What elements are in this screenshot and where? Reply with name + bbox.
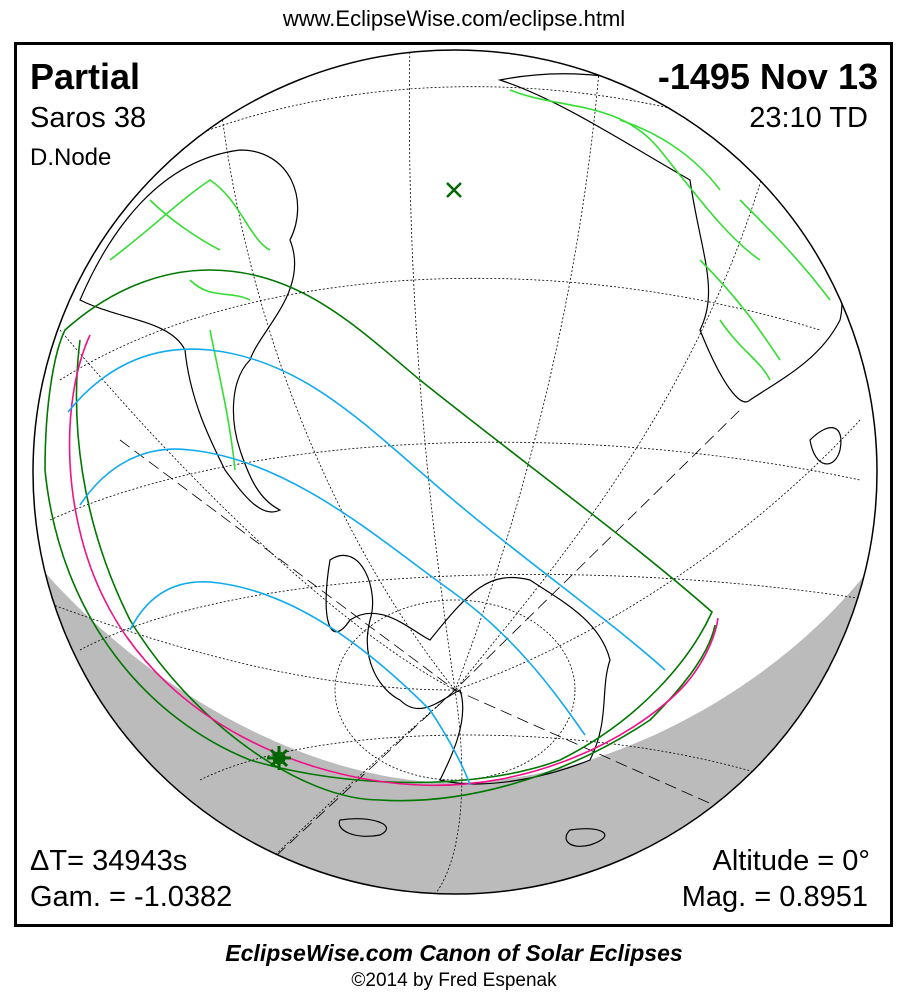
magnitude: Mag. = 0.8951 [681,881,868,913]
footer-copyright: ©2014 by Fred Espenak [351,970,557,991]
south-america [79,149,299,513]
footer-title: EclipseWise.com Canon of Solar Eclipses [225,940,683,966]
penumbral-limit-north [44,269,713,784]
node: D.Node [30,144,112,171]
eclipse-date: -1495 Nov 13 [657,56,878,97]
magnitude-curve-3 [129,580,471,786]
ecliptic-line [119,409,771,881]
altitude: Altitude = 0° [712,845,870,877]
madagascar [809,427,842,465]
saros-number: Saros 38 [30,102,147,134]
url-caption: www.EclipseWise.com/eclipse.html [282,6,626,31]
sub-solar-point-icon [446,182,462,198]
rise-set-curve [68,334,719,787]
globe-outline [32,49,878,895]
greatest-eclipse-star-icon [267,746,291,770]
political-borders [109,89,831,471]
eclipse-time: 23:10 TD [749,102,868,134]
night-shading [33,555,877,894]
gamma: Gam. = -1.0382 [30,881,233,913]
globe-day-side [33,50,877,894]
antarctica [325,554,611,785]
map-frame [14,42,893,927]
penumbral-limit-inner [75,339,716,802]
eclipse-type: Partial [30,56,141,97]
magnitude-curve-1 [67,348,666,671]
delta-t: ΔT= 34943s [30,845,188,877]
magnitude-curve-2 [79,448,586,736]
